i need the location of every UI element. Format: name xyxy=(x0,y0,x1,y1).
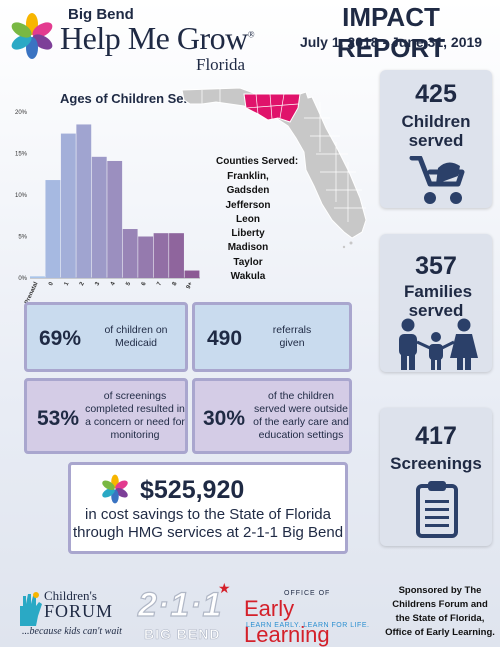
x-tick-label: 0 xyxy=(48,281,55,287)
chart-labels: Prenatal 0 1 2 3 4 5 6 7 8 9+ xyxy=(24,281,194,304)
screenings-concern-box: 53% of screenings completed resulted in … xyxy=(24,378,188,454)
stat-card-children: 425 Children served xyxy=(380,70,492,208)
referrals-box: 490 referrals given xyxy=(192,302,352,372)
two-one-one-sub: BIG BEND xyxy=(144,626,221,643)
x-tick-label: Prenatal xyxy=(24,281,40,304)
medicaid-percent: 69% xyxy=(39,327,82,350)
savings-amount: $525,920 xyxy=(140,476,245,504)
counties-served-region xyxy=(243,93,301,123)
counties-list: Franklin, Gadsden Jefferson Leon Liberty… xyxy=(218,170,278,284)
screenings-text: of screenings completed resulted in a co… xyxy=(85,390,185,441)
x-tick-label: 6 xyxy=(141,281,148,287)
stat-label: Children served xyxy=(401,112,471,150)
bar xyxy=(153,233,169,278)
outside-care-box: 30% of the children served were outside … xyxy=(192,378,352,454)
sponsor-text: Sponsored by The Childrens Forum and the… xyxy=(385,585,495,638)
childrens-forum-name: Children's xyxy=(44,588,97,603)
bar xyxy=(107,160,123,278)
childrens-forum-logo: Children's FORUM ...because kids can't w… xyxy=(14,586,124,642)
chart-title: Ages of Children Served xyxy=(60,91,211,106)
stat-number: 425 xyxy=(415,80,457,108)
bar xyxy=(169,233,184,278)
org-state: Florida xyxy=(196,55,246,74)
referrals-number: 490 xyxy=(207,327,243,350)
bar xyxy=(91,156,107,278)
referrals-text: referrals given xyxy=(272,324,312,349)
bar xyxy=(122,229,138,278)
stat-card-families: 357 Families served xyxy=(380,234,492,372)
family-icon xyxy=(399,318,478,370)
x-tick-label: 9+ xyxy=(186,281,195,290)
stat-number: 357 xyxy=(415,252,457,280)
early-learning-name: Early Learning xyxy=(244,596,330,647)
clipboard-icon xyxy=(416,481,458,538)
county-item: Leon xyxy=(236,213,260,225)
childrens-forum-tagline: ...because kids can't wait xyxy=(22,626,122,637)
county-item: Franklin, xyxy=(227,171,269,182)
x-tick-label: 7 xyxy=(156,281,163,287)
stroller-icon xyxy=(409,156,465,204)
screenings-percent: 53% xyxy=(37,407,80,430)
bar xyxy=(138,236,154,278)
bar xyxy=(45,180,61,278)
early-learning-office: OFFICE OF xyxy=(284,590,331,597)
county-borders xyxy=(201,89,366,222)
star-icon: ★ xyxy=(218,580,231,596)
county-item: Taylor xyxy=(233,256,263,268)
outside-text: of the children served were outside of t… xyxy=(253,390,349,441)
report-title: IMPACT REPORT xyxy=(336,2,446,63)
county-item: Jefferson xyxy=(225,199,271,211)
ages-bar-chart: 0% 5% 10% 15% 20% Prenatal 0 1 2 3 4 5 6 7 8 9+ xyxy=(15,110,200,304)
stat-card-screenings: 417 Screenings xyxy=(380,408,492,546)
counties-heading: Counties Served: xyxy=(216,156,299,167)
x-tick-label: 8 xyxy=(172,281,179,287)
chart-bars xyxy=(30,124,200,278)
medicaid-box: 69% of children on Medicaid xyxy=(24,302,188,372)
y-tick-label: 10% xyxy=(15,193,28,199)
bar xyxy=(30,276,45,278)
savings-description: in cost savings to the State of Florida … xyxy=(72,506,344,541)
outside-percent: 30% xyxy=(203,407,246,430)
early-learning-tagline: LEARN EARLY. LEARN FOR LIFE. xyxy=(246,622,370,629)
y-tick-label: 5% xyxy=(18,235,27,241)
medicaid-text: of children on Medicaid xyxy=(104,324,168,349)
two-one-one-logo: 2·1·1 BIG BEND ★ xyxy=(134,580,234,643)
x-tick-label: 2 xyxy=(79,281,86,287)
y-tick-label: 15% xyxy=(15,152,28,158)
hand-icon xyxy=(20,592,42,626)
x-tick-label: 1 xyxy=(64,281,71,287)
stat-number: 417 xyxy=(415,422,457,450)
early-learning-logo: OFFICE OF Early Learning LEARN EARLY. LE… xyxy=(244,586,374,647)
help-me-grow-logo-flower xyxy=(11,13,53,59)
county-item: Wakula xyxy=(230,271,266,283)
two-one-one-text: 2·1·1 xyxy=(137,585,223,624)
bar xyxy=(184,270,200,278)
org-name-text: Help Me Grow xyxy=(60,20,248,56)
x-tick-label: 3 xyxy=(95,281,102,287)
flower-icon xyxy=(102,474,128,504)
florida-map xyxy=(181,87,367,249)
stat-label: Screenings xyxy=(390,454,482,473)
org-subtitle: Big Bend xyxy=(68,6,134,23)
bar xyxy=(76,124,92,278)
bar xyxy=(60,133,76,278)
y-tick-label: 20% xyxy=(15,110,28,116)
county-item: Madison xyxy=(227,242,269,254)
x-tick-label: 4 xyxy=(110,281,117,287)
county-item: Gadsden xyxy=(226,185,270,197)
org-name: Help Me Grow® xyxy=(60,20,255,57)
florida-keys-dot xyxy=(349,241,353,245)
county-item: Liberty xyxy=(231,228,265,240)
florida-keys-dot xyxy=(342,245,346,249)
x-tick-label: 5 xyxy=(125,281,132,287)
stat-label: Families served xyxy=(404,282,473,320)
childrens-forum-name-2: FORUM xyxy=(44,601,114,621)
y-tick-label: 0% xyxy=(18,276,27,282)
registered-mark: ® xyxy=(247,29,255,40)
report-dates: July 1, 2018 - June 31, 2019 xyxy=(299,34,483,50)
